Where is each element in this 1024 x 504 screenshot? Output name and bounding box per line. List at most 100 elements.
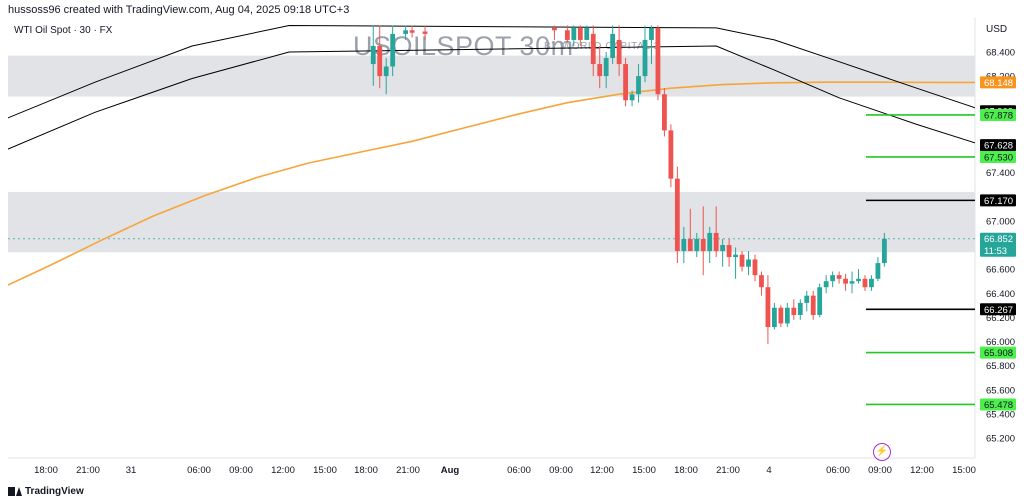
y-tick-label: 65.800 xyxy=(986,361,1015,372)
price-axis[interactable]: 68.40068.20067.40067.00066.60066.40066.2… xyxy=(980,48,1016,445)
candle-body xyxy=(810,295,816,315)
y-tick-label: 68.400 xyxy=(986,48,1015,59)
x-tick-label: 31 xyxy=(126,465,137,476)
candle-body xyxy=(733,254,738,258)
candle-body xyxy=(817,287,823,315)
candle-body xyxy=(603,58,609,77)
candle-body xyxy=(707,232,713,252)
time-axis[interactable]: 18:00 21:00 31 06:00 09:00 12:00 15:00 18:00 21:… xyxy=(34,465,976,476)
candle-body xyxy=(377,45,383,77)
price-badge: 68.148 xyxy=(984,78,1013,89)
candle-body xyxy=(778,307,784,324)
candle-body xyxy=(881,238,887,264)
candle-body xyxy=(584,27,590,40)
candle-body xyxy=(836,275,842,279)
y-tick-label: 66.400 xyxy=(986,289,1015,300)
bolt-icon[interactable]: ⚡ xyxy=(873,443,891,461)
x-tick-label: 18:00 xyxy=(34,465,58,476)
candle-body xyxy=(823,281,829,288)
demand-zone xyxy=(8,191,975,253)
candle-body xyxy=(674,178,680,252)
candle-body xyxy=(804,295,810,303)
y-tick-label: 66.200 xyxy=(986,313,1015,324)
candle-body xyxy=(797,302,803,315)
x-tick-label: 15:00 xyxy=(632,465,656,476)
y-tick-label: 67.400 xyxy=(986,168,1015,179)
x-tick-label: 09:00 xyxy=(549,465,573,476)
level-badge: 65.908 xyxy=(984,348,1013,359)
level-badge: 67.170 xyxy=(984,196,1013,207)
last-price-badge: 66.852 xyxy=(984,234,1013,245)
candle-body xyxy=(869,278,874,288)
candle-body xyxy=(765,287,771,328)
candle-body xyxy=(752,259,758,276)
candle-body xyxy=(849,281,855,284)
candle-body xyxy=(571,27,577,40)
zones-layer xyxy=(8,55,975,253)
x-tick-label: Aug xyxy=(441,465,460,476)
candle-body xyxy=(616,39,622,65)
level-badge-bg xyxy=(980,108,1016,121)
candle-body xyxy=(856,278,861,282)
channel-upper-line xyxy=(8,25,975,119)
x-tick-label: 18:00 xyxy=(354,465,378,476)
level-badge: 66.267 xyxy=(984,305,1013,316)
moving-average-line xyxy=(8,81,975,286)
last-price-badge-bg xyxy=(980,232,1016,257)
last-price-badge-countdown: 11:53 xyxy=(984,246,1007,257)
x-tick-label: 4 xyxy=(766,465,771,476)
candle-body xyxy=(403,30,409,34)
x-tick-label: 18:00 xyxy=(674,465,698,476)
candle-body xyxy=(875,263,881,279)
y-tick-label: 65.400 xyxy=(986,409,1015,420)
candle-body xyxy=(409,30,415,33)
candle-body xyxy=(759,275,764,288)
candle-body xyxy=(681,238,687,252)
candle-body xyxy=(642,39,648,77)
tradingview-brand: TradingView xyxy=(25,486,84,497)
price-badge: 67.628 xyxy=(984,141,1013,152)
candles-layer xyxy=(370,25,887,344)
candle-body xyxy=(577,27,583,40)
x-tick-label: 12:00 xyxy=(590,465,614,476)
candle-body xyxy=(552,27,557,31)
candle-body xyxy=(590,33,596,65)
x-tick-label: 15:00 xyxy=(313,465,337,476)
candle-body xyxy=(668,130,674,179)
candle-body xyxy=(694,238,700,252)
candle-body xyxy=(610,33,616,59)
tradingview-logo[interactable]: TradingView xyxy=(8,486,84,497)
level-badge-bg xyxy=(980,346,1016,359)
candle-body xyxy=(390,33,396,67)
level-badge: 65.478 xyxy=(984,400,1013,411)
candle-body xyxy=(862,278,868,288)
candle-body xyxy=(636,76,641,95)
candle-body xyxy=(739,254,745,267)
candle-body xyxy=(564,30,570,40)
level-badge-bg xyxy=(980,194,1016,207)
level-badge-bg xyxy=(980,398,1016,411)
candle-body xyxy=(623,64,628,101)
level-badge: 67.530 xyxy=(984,152,1013,163)
horizontal-levels xyxy=(866,114,975,406)
chart-credit: hussoss96 created with TradingView.com, … xyxy=(8,4,350,16)
candle-body xyxy=(713,232,719,252)
x-tick-label: 12:00 xyxy=(910,465,934,476)
symbol-legend: WTI Oil Spot · 30 · FX xyxy=(14,25,113,36)
y-tick-label: 65.600 xyxy=(986,385,1015,396)
candle-body xyxy=(746,259,751,267)
level-badge: 67.878 xyxy=(984,110,1013,121)
candle-body xyxy=(655,27,661,95)
price-badge-bg xyxy=(980,139,1016,152)
candle-body xyxy=(662,94,667,131)
candle-body xyxy=(843,278,848,284)
candle-body xyxy=(597,64,603,77)
candle-body xyxy=(784,307,790,324)
x-tick-label: 21:00 xyxy=(716,465,740,476)
candle-body xyxy=(649,27,654,40)
x-tick-label: 21:00 xyxy=(396,465,420,476)
candle-body xyxy=(772,307,777,328)
x-tick-label: 06:00 xyxy=(187,465,211,476)
x-tick-label: 09:00 xyxy=(868,465,892,476)
